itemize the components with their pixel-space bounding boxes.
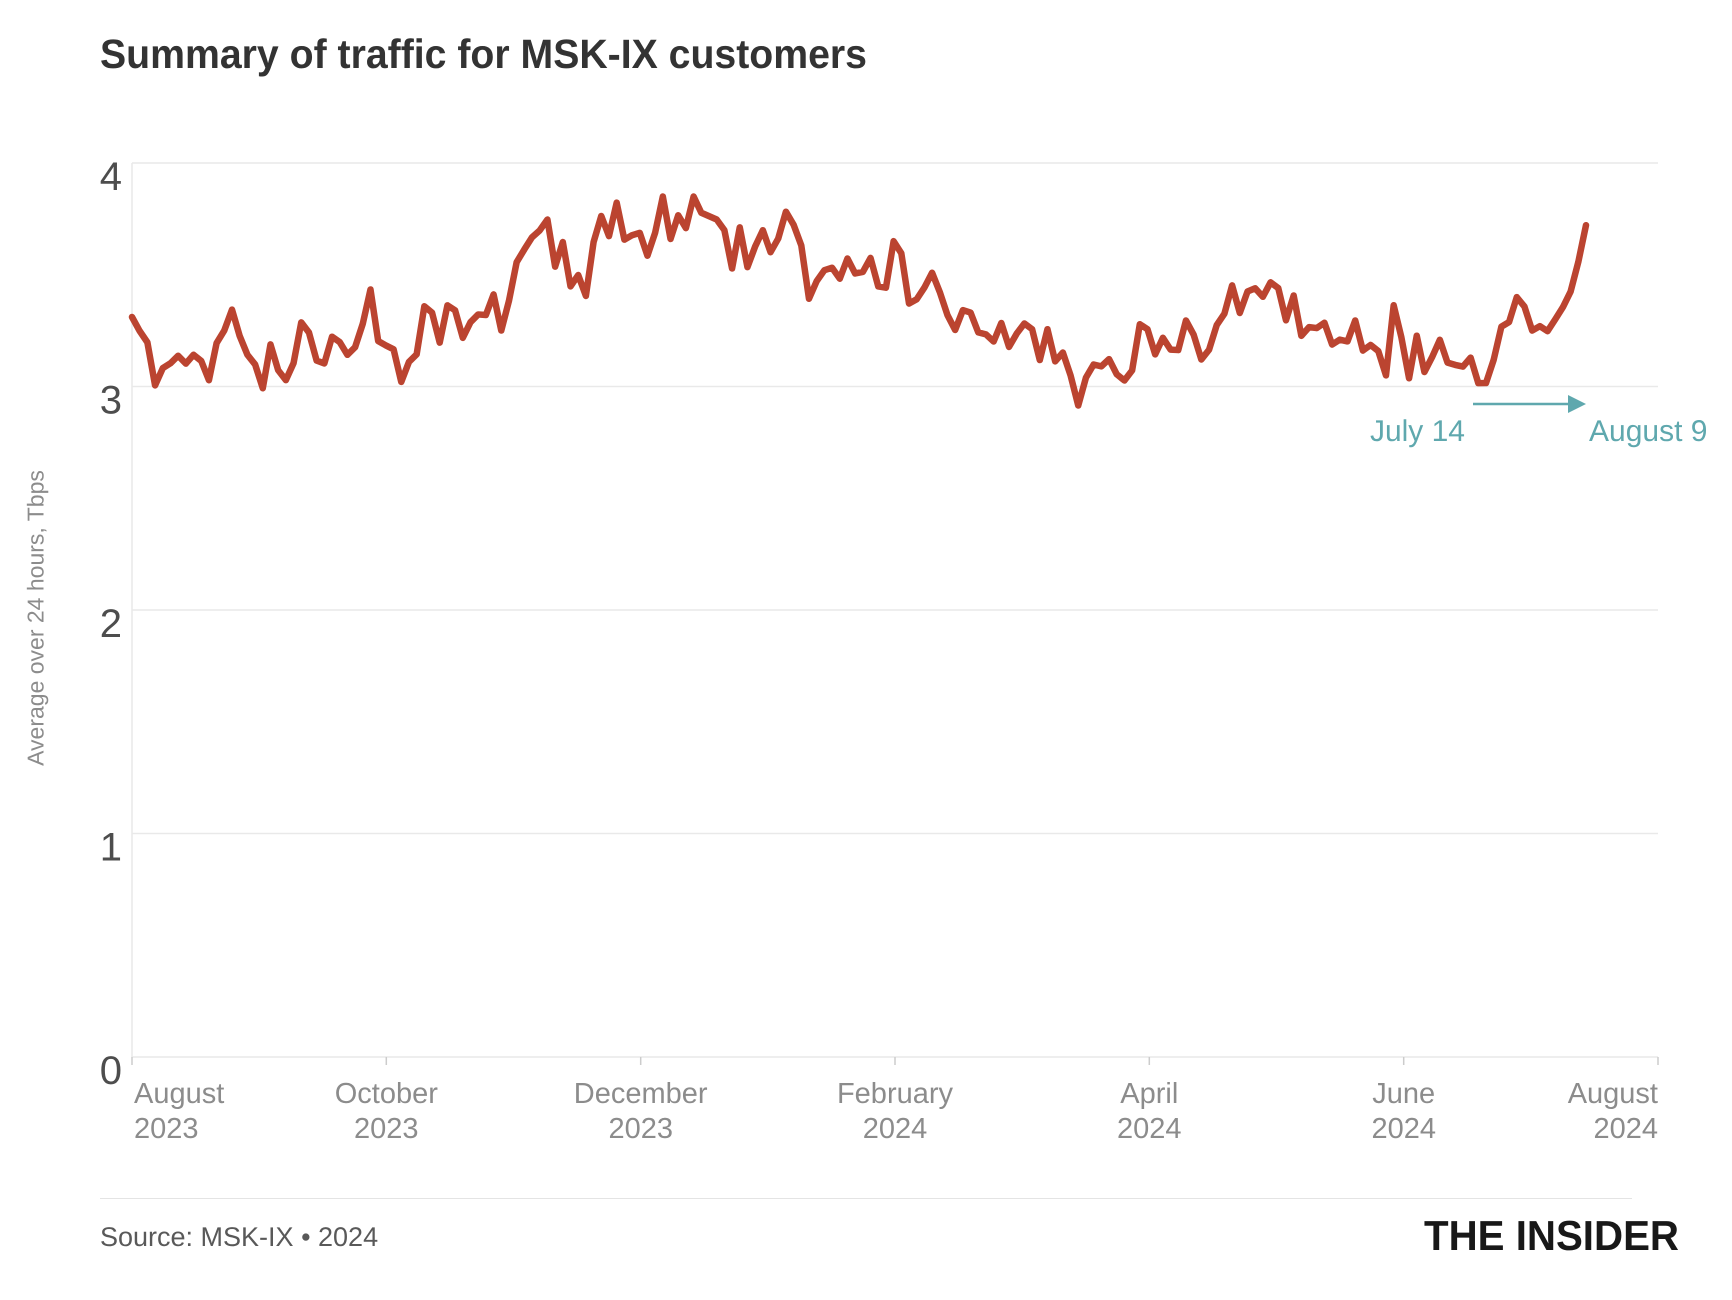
svg-text:2024: 2024 <box>863 1113 928 1145</box>
svg-text:February: February <box>837 1078 954 1110</box>
svg-text:July 14: July 14 <box>1370 415 1465 448</box>
svg-text:April: April <box>1120 1078 1178 1110</box>
svg-text:THE INSIDER: THE INSIDER <box>1424 1212 1679 1259</box>
svg-text:0: 0 <box>100 1049 122 1093</box>
svg-text:2023: 2023 <box>354 1113 419 1145</box>
svg-text:2024: 2024 <box>1593 1113 1658 1145</box>
svg-text:December: December <box>574 1078 708 1110</box>
svg-text:1: 1 <box>100 826 122 870</box>
svg-text:4: 4 <box>100 155 122 199</box>
svg-text:October: October <box>335 1078 438 1110</box>
svg-text:August: August <box>134 1078 224 1110</box>
svg-text:2024: 2024 <box>1117 1113 1182 1145</box>
svg-text:2023: 2023 <box>608 1113 673 1145</box>
svg-text:2: 2 <box>100 602 122 646</box>
svg-text:2024: 2024 <box>1371 1113 1436 1145</box>
svg-text:3: 3 <box>100 379 122 423</box>
svg-text:2023: 2023 <box>134 1113 199 1145</box>
svg-text:June: June <box>1372 1078 1435 1110</box>
svg-text:August: August <box>1568 1078 1658 1110</box>
svg-text:August 9: August 9 <box>1589 415 1707 448</box>
